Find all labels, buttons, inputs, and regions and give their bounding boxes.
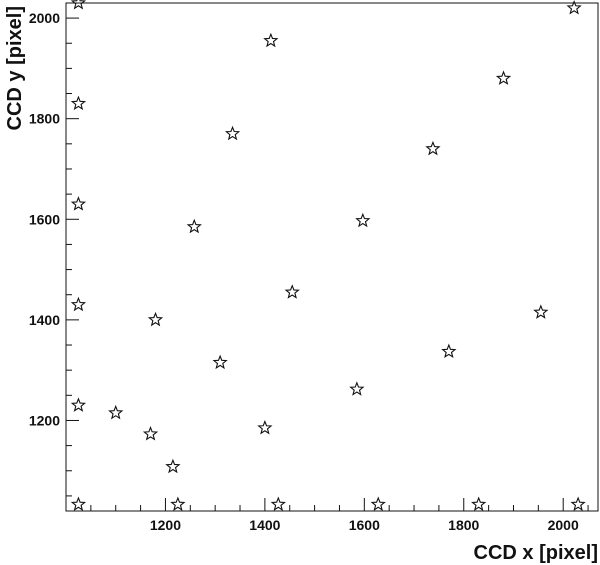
- data-point-star: [70, 397, 87, 412]
- data-point-star: [441, 343, 457, 359]
- data-point-star: [263, 32, 279, 48]
- data-point-star: [349, 381, 365, 396]
- data-point-star: [70, 196, 87, 211]
- data-point-star: [142, 426, 159, 441]
- data-point-star: [108, 404, 124, 420]
- y-tick-label: 1400: [29, 312, 60, 328]
- data-point-star: [533, 304, 549, 319]
- x-tick-label: 1400: [249, 517, 280, 533]
- x-axis-ticks: 1200 1400 1600 1800 2000: [90, 498, 589, 533]
- data-point-star: [147, 311, 164, 327]
- y-tick-label: 1600: [29, 211, 60, 227]
- y-axis-ticks: 1200 1400 1600 1800 2000: [29, 10, 79, 497]
- y-tick-label: 1200: [29, 412, 60, 428]
- plot-area-frame: [65, 2, 599, 512]
- data-point-star: [425, 140, 441, 156]
- data-point-star: [165, 458, 181, 474]
- data-point-star: [355, 212, 371, 228]
- data-point-star: [284, 284, 300, 299]
- data-point-star: [566, 0, 582, 15]
- data-point-star: [212, 354, 228, 370]
- data-point-star: [70, 95, 87, 111]
- data-point-star: [70, 296, 87, 312]
- x-tick-label: 1200: [150, 517, 181, 533]
- data-point-star: [186, 218, 202, 234]
- data-point-star: [495, 70, 512, 85]
- data-point-star: [471, 496, 487, 511]
- data-point-star: [570, 496, 586, 511]
- y-axis-title: CCD y [pixel]: [4, 6, 26, 130]
- x-tick-label: 1800: [448, 517, 479, 533]
- data-point-star: [257, 419, 273, 435]
- x-tick-label: 1600: [349, 517, 380, 533]
- data-point-star: [70, 496, 87, 511]
- data-point-star: [70, 0, 87, 10]
- x-axis-title: CCD x [pixel]: [474, 542, 598, 564]
- y-tick-label: 2000: [29, 10, 60, 26]
- data-point-star: [224, 125, 241, 141]
- data-point-star: [370, 496, 386, 511]
- x-tick-label: 2000: [548, 517, 579, 533]
- data-point-star: [170, 496, 186, 511]
- data-point-star: [270, 496, 286, 511]
- data-points: [70, 0, 586, 511]
- y-tick-label: 1800: [29, 111, 60, 127]
